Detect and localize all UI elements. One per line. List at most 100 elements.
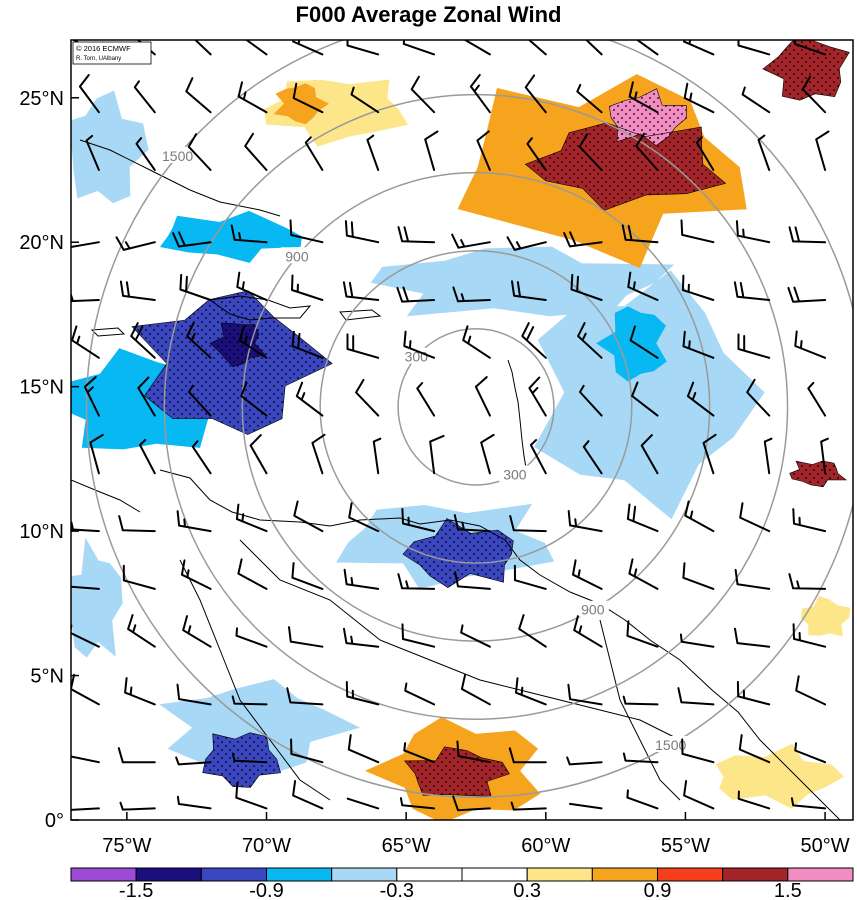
range-ring-label-bg (400, 347, 433, 364)
wind-barb (118, 515, 156, 533)
wind-barb (788, 226, 827, 244)
wind-barb (244, 40, 268, 56)
wind-barb (621, 224, 659, 244)
colorbar-label: 0.9 (644, 880, 672, 900)
lesser-antilles-coastline (507, 359, 527, 469)
wind-barb (71, 755, 100, 764)
stipple-region (608, 88, 687, 146)
range-ring-label-bg (576, 600, 609, 617)
wind-barb (176, 683, 212, 706)
wind-barb (807, 381, 827, 417)
wind-barb (135, 137, 156, 171)
wind-barb (290, 738, 324, 764)
wind-barb (628, 558, 659, 590)
wind-barb (508, 747, 547, 764)
wind-barb (622, 752, 659, 764)
guyana-border (599, 619, 681, 801)
wind-barb (295, 381, 324, 417)
wind-barb (347, 734, 380, 764)
wind-barb (454, 571, 491, 590)
stipple-region (762, 40, 850, 101)
colorbar-label: -1.5 (119, 880, 153, 900)
wind-barb (681, 738, 715, 764)
wind-barb (702, 433, 717, 475)
range-ring-label-bg (161, 146, 194, 163)
range-ring (85, 40, 853, 798)
wind-barb (518, 614, 547, 648)
wind-barb (397, 573, 436, 590)
wind-barb (186, 322, 212, 359)
jamaica-coastline (90, 327, 126, 337)
wind-barb (191, 440, 212, 475)
wind-barb (820, 437, 829, 475)
wind-barb (629, 325, 659, 359)
wind-barb (788, 573, 827, 590)
anomaly-region (273, 83, 329, 125)
wind-barb (117, 747, 156, 764)
wind-barb (236, 271, 268, 301)
wind-barb (515, 677, 547, 706)
colorbar-label: 0.3 (513, 880, 541, 900)
credit-line-1: © 2016 ECMWF (76, 44, 131, 53)
wind-barb (476, 130, 491, 171)
stipple-region (404, 746, 510, 797)
wind-barb (346, 40, 380, 56)
wind-barb (737, 333, 771, 359)
wind-barb (746, 378, 771, 417)
wind-barb (403, 330, 436, 359)
colorbar-swatch (787, 867, 854, 882)
wind-barb (175, 756, 212, 766)
wind-barb (635, 40, 659, 56)
wind-barb (736, 680, 771, 706)
wind-barb (626, 789, 659, 810)
wind-barb (133, 80, 156, 114)
wind-barb (460, 624, 491, 648)
wind-barb (684, 500, 715, 533)
coastlines (71, 139, 841, 820)
wind-barb (739, 502, 771, 533)
wind-barb (509, 515, 547, 533)
wind-barb (737, 40, 771, 56)
wind-barb (235, 782, 268, 810)
wind-barb (231, 695, 268, 706)
wind-barb (404, 682, 436, 706)
wind-barb (71, 241, 100, 248)
wind-barb (640, 434, 659, 475)
wind-barb (735, 220, 771, 244)
puerto-rico-coastline (339, 309, 382, 321)
range-ring-label: 900 (285, 248, 309, 264)
wind-barb (346, 333, 380, 359)
stipple-region (524, 122, 727, 211)
wind-barb (396, 286, 436, 303)
wind-barb (631, 381, 659, 417)
wind-barb (577, 322, 603, 359)
wind-barb (622, 695, 659, 706)
wind-barb (346, 797, 380, 810)
wind-barb (292, 82, 324, 114)
wind-barb (71, 325, 100, 359)
wind-barb (682, 330, 715, 359)
lat-tick-label: 0° (45, 810, 64, 832)
wind-barb (572, 559, 603, 590)
colorbar-label: -0.9 (249, 880, 283, 900)
wind-barb (179, 273, 212, 301)
wind-barb (182, 615, 212, 648)
wind-barb (124, 677, 156, 706)
wind-barb (249, 434, 268, 475)
wind-barb (683, 82, 715, 114)
wind-barb (366, 134, 380, 171)
wind-barb (311, 433, 326, 475)
wind-barb (733, 281, 771, 301)
wind-barb (288, 626, 324, 648)
wind-barb (695, 136, 715, 171)
range-ring-label-bg (280, 247, 313, 264)
south-america-coastline (159, 469, 841, 820)
lon-tick-label: 55°W (661, 835, 710, 857)
wind-barb (176, 510, 212, 533)
wind-barb (119, 280, 156, 301)
colorbar: -1.5 -0.9 -0.3 0.3 0.9 1.5 (70, 867, 854, 900)
wind-barb (291, 562, 324, 590)
wind-barb (453, 514, 491, 533)
wind-barb (528, 376, 547, 417)
range-ring-label: 1500 (655, 737, 686, 753)
